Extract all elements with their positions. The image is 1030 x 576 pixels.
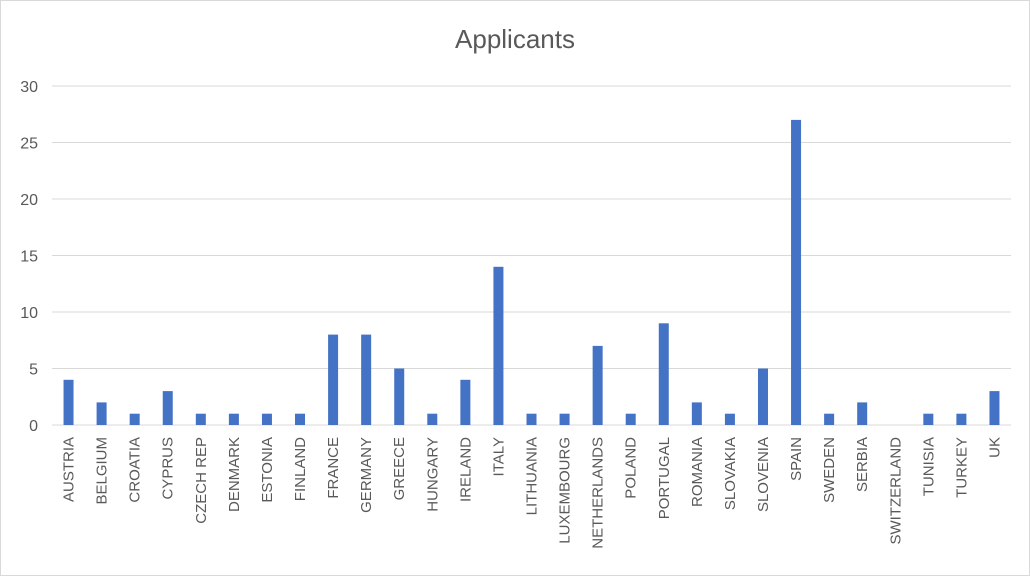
y-tick-label: 25 [20, 136, 38, 153]
bar-tunisia [923, 413, 934, 425]
bar-slovakia [724, 413, 735, 425]
x-category-label: GERMANY [358, 437, 375, 513]
bar-uk [989, 391, 1000, 425]
y-tick-label: 15 [20, 249, 38, 266]
bar-austria [63, 379, 74, 425]
bar-greece [394, 368, 405, 425]
x-category-label: SWEDEN [821, 437, 838, 503]
x-category-label: IRELAND [457, 437, 474, 502]
x-category-label: DENMARK [226, 437, 243, 512]
bar-luxembourg [559, 413, 570, 425]
y-tick-label: 30 [20, 79, 38, 96]
x-category-label: POLAND [623, 437, 640, 499]
x-category-label: PORTUGAL [656, 437, 673, 519]
bar-netherlands [592, 345, 603, 425]
x-category-label: ROMANIA [689, 437, 706, 507]
x-category-label: SLOVAKIA [722, 437, 739, 510]
bar-croatia [129, 413, 140, 425]
bar-france [328, 334, 339, 425]
bar-serbia [857, 402, 868, 425]
x-category-label: ITALY [490, 437, 507, 476]
bar-sweden [824, 413, 835, 425]
bar-spain [791, 119, 802, 426]
x-category-label: CROATIA [127, 437, 144, 503]
bar-estonia [261, 413, 272, 425]
x-axis-categories: AUSTRIA BELGIUM CROATIA CYPRUS CZECH REP DENM… [61, 437, 1004, 549]
bar-portugal [658, 323, 669, 425]
chart-title: Applicants [455, 24, 575, 54]
gridlines [52, 85, 1011, 426]
bar-poland [625, 413, 636, 425]
bar-turkey [956, 413, 967, 425]
y-tick-label: 5 [29, 362, 38, 379]
y-tick-label: 0 [29, 418, 38, 435]
bar-belgium [96, 402, 107, 425]
bar-hungary [427, 413, 438, 425]
bar-italy [493, 266, 504, 425]
bar-finland [295, 413, 306, 425]
x-category-label: TURKEY [953, 437, 970, 498]
y-tick-label: 20 [20, 192, 38, 209]
x-category-label: CYPRUS [160, 437, 177, 500]
y-tick-label: 10 [20, 305, 38, 322]
bar-denmark [228, 413, 239, 425]
bar-cyprus [162, 391, 173, 425]
x-category-label: TUNISIA [920, 437, 937, 496]
x-category-label: HUNGARY [424, 437, 441, 512]
bar-slovenia [757, 368, 768, 425]
x-category-label: CZECH REP [193, 437, 210, 524]
x-category-label: BELGIUM [94, 437, 111, 505]
x-category-label: AUSTRIA [61, 437, 78, 502]
x-category-label: SLOVENIA [755, 437, 772, 512]
bars [63, 119, 1000, 426]
x-category-label: NETHERLANDS [590, 437, 607, 549]
x-category-label: UK [986, 437, 1003, 458]
x-category-label: FINLAND [292, 437, 309, 501]
x-category-label: LUXEMBOURG [557, 437, 574, 544]
x-category-label: LITHUANIA [524, 437, 541, 515]
x-category-label: GREECE [391, 437, 408, 500]
bar-germany [361, 334, 372, 425]
x-category-label: SERBIA [854, 437, 871, 492]
x-category-label: SPAIN [788, 437, 805, 481]
x-category-label: FRANCE [325, 437, 342, 499]
x-category-label: ESTONIA [259, 437, 276, 503]
bar-lithuania [526, 413, 537, 425]
bar-romania [691, 402, 702, 425]
y-axis-ticks: 0 5 10 15 20 25 30 [20, 79, 38, 435]
bar-czech-rep [195, 413, 206, 425]
x-category-label: SWITZERLAND [887, 437, 904, 545]
bar-ireland [460, 379, 471, 425]
